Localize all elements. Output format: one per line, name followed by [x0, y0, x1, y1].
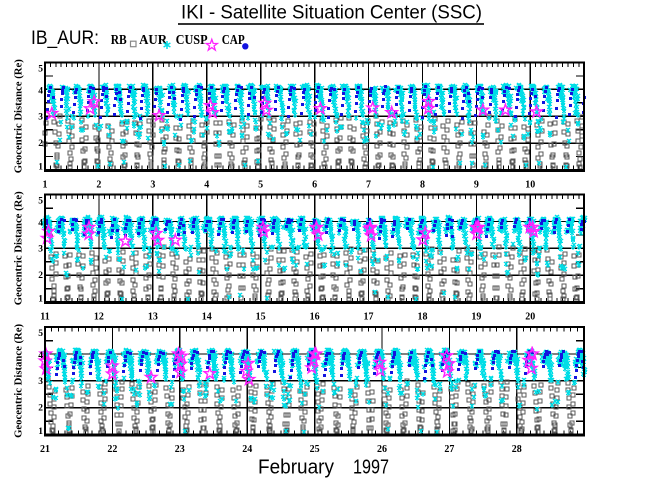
svg-text:17: 17 [364, 312, 374, 323]
svg-text:18: 18 [417, 312, 427, 323]
svg-text:16: 16 [310, 312, 320, 323]
svg-text:2: 2 [96, 180, 101, 191]
svg-text:CUSP: CUSP [176, 33, 208, 48]
svg-text:4: 4 [38, 86, 43, 96]
svg-text:23: 23 [175, 444, 185, 455]
svg-text:13: 13 [148, 312, 158, 323]
svg-text:25: 25 [310, 444, 320, 455]
svg-text:5: 5 [38, 64, 43, 74]
svg-text:11: 11 [40, 312, 49, 323]
svg-text:Geocentric Distance (Re): Geocentric Distance (Re) [13, 59, 25, 173]
svg-text:CAP: CAP [222, 33, 245, 48]
svg-text:22: 22 [107, 444, 117, 455]
svg-text:Geocentric Distance (Re): Geocentric Distance (Re) [13, 191, 25, 305]
svg-text:28: 28 [512, 444, 522, 455]
svg-text:9: 9 [474, 180, 479, 191]
svg-text:15: 15 [256, 312, 266, 323]
svg-text:26: 26 [377, 444, 387, 455]
svg-text:14: 14 [202, 312, 212, 323]
svg-text:21: 21 [40, 444, 50, 455]
svg-text:3: 3 [150, 180, 155, 191]
svg-text:20: 20 [525, 312, 535, 323]
svg-text:27: 27 [444, 444, 454, 455]
svg-text:24: 24 [242, 444, 252, 455]
svg-text:8: 8 [420, 180, 425, 191]
svg-text:1: 1 [38, 295, 43, 305]
svg-text:1: 1 [38, 427, 43, 437]
svg-text:IB_AUR:: IB_AUR: [31, 28, 99, 49]
svg-text:3: 3 [38, 113, 43, 123]
svg-text:2: 2 [38, 271, 43, 281]
svg-text:AUR: AUR [139, 33, 168, 48]
svg-text:1997: 1997 [353, 457, 389, 479]
svg-text:February: February [258, 457, 334, 479]
svg-text:19: 19 [471, 312, 481, 323]
svg-text:3: 3 [38, 377, 43, 387]
svg-text:Geocentric Distance (Re): Geocentric Distance (Re) [13, 324, 25, 438]
svg-text:IKI - Satellite Situation Cent: IKI - Satellite Situation Center (SSC) [181, 3, 482, 24]
svg-text:1: 1 [38, 162, 43, 172]
svg-text:RB: RB [111, 33, 127, 48]
svg-text:5: 5 [258, 180, 263, 191]
svg-text:7: 7 [366, 180, 371, 191]
svg-text:5: 5 [38, 197, 43, 207]
svg-text:12: 12 [94, 312, 104, 323]
svg-text:5: 5 [38, 329, 43, 339]
svg-text:2: 2 [38, 404, 43, 414]
svg-text:2: 2 [38, 139, 43, 149]
svg-text:3: 3 [38, 245, 43, 255]
svg-text:10: 10 [525, 180, 535, 191]
svg-text:1: 1 [43, 180, 48, 191]
svg-text:6: 6 [312, 180, 317, 191]
svg-text:4: 4 [38, 218, 43, 228]
svg-text:4: 4 [38, 351, 43, 361]
svg-text:4: 4 [204, 180, 209, 191]
